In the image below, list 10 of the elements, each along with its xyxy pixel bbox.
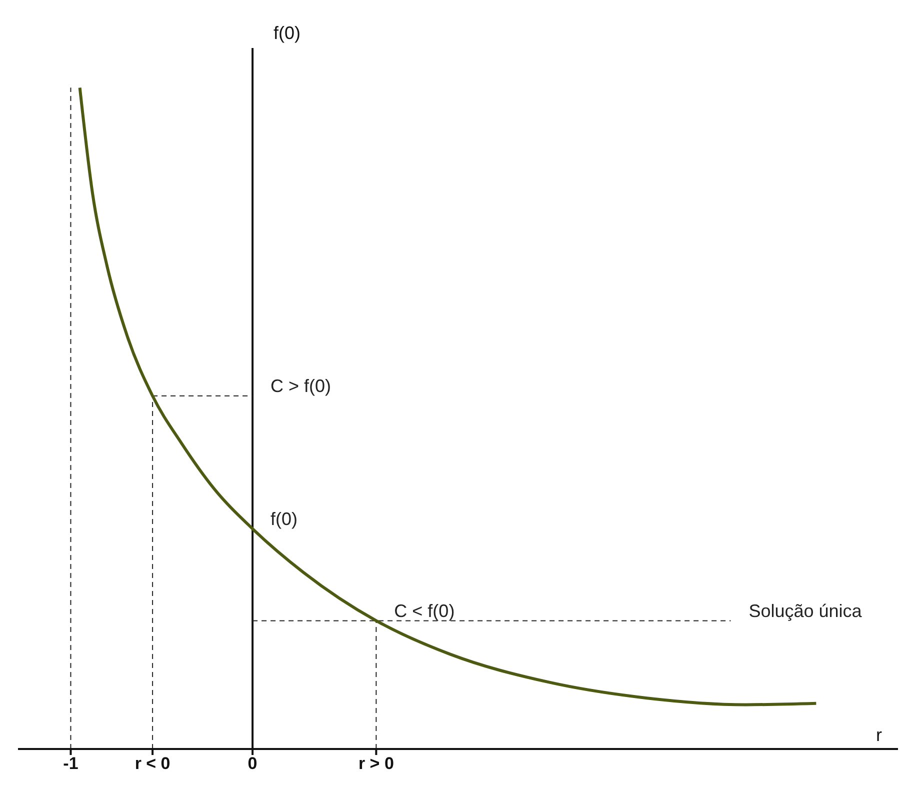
x-tick-label: r < 0 [134,754,170,774]
x-axis-title: r [876,725,882,745]
x-tick-label: r > 0 [358,754,394,774]
x-tick-label: -1 [63,754,78,774]
annotation: f(0) [270,509,298,530]
annotation: C > f(0) [270,376,332,396]
annotation: C < f(0) [394,601,455,622]
x-tick-label: 0 [248,754,258,774]
annotation: Solução única [748,601,863,622]
y-axis-title: f(0) [274,22,301,43]
